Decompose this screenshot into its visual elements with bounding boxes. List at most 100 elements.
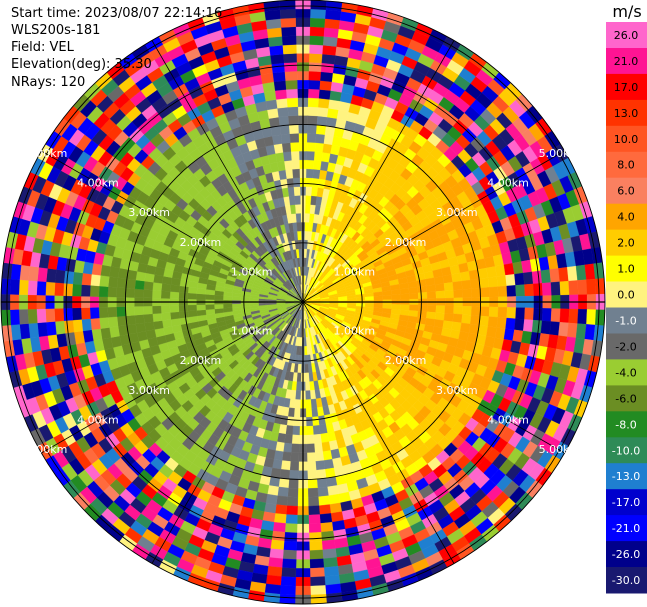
- velocity-gate: [54, 282, 65, 296]
- velocity-gate: [323, 27, 340, 38]
- velocity-gate: [559, 280, 570, 296]
- velocity-gate: [321, 441, 331, 452]
- velocity-gate: [293, 408, 301, 418]
- range-ring-label: 3.00km: [436, 206, 478, 219]
- velocity-gate: [284, 62, 298, 72]
- velocity-gate: [308, 88, 320, 99]
- velocity-gate: [297, 230, 302, 241]
- velocity-gate: [540, 269, 552, 284]
- velocity-gate: [558, 322, 569, 337]
- velocity-gate: [325, 9, 342, 21]
- velocity-gate: [308, 514, 321, 525]
- velocity-gate: [531, 319, 543, 334]
- velocity-gate: [595, 278, 606, 295]
- velocity-gate: [309, 540, 323, 551]
- velocity-gate: [567, 265, 578, 282]
- velocity-gate: [318, 504, 331, 515]
- velocity-gate: [10, 324, 22, 341]
- velocity-gate: [205, 308, 216, 315]
- velocity-gate: [452, 313, 463, 324]
- velocity-gate: [196, 304, 206, 311]
- velocity-gate: [269, 548, 284, 559]
- velocity-gate: [373, 295, 384, 301]
- velocity-gate: [317, 107, 329, 118]
- velocity-gate: [296, 221, 302, 232]
- colorbar-tick-label: -17.0: [612, 496, 640, 509]
- velocity-gate: [323, 566, 340, 577]
- velocity-gate: [488, 306, 499, 318]
- velocity-gate: [316, 477, 328, 489]
- velocity-gate: [283, 53, 297, 64]
- velocity-gate: [45, 308, 56, 323]
- velocity-gate: [286, 496, 299, 507]
- velocity-gate: [135, 322, 146, 333]
- velocity-gate: [291, 434, 300, 445]
- velocity-gate: [240, 303, 251, 308]
- velocity-gate: [307, 496, 320, 507]
- velocity-gate: [310, 576, 326, 587]
- velocity-gate: [514, 272, 525, 286]
- colorbar-tick-label: -30.0: [612, 574, 640, 587]
- velocity-gate: [308, 532, 322, 542]
- velocity-gate: [306, 425, 314, 436]
- velocity-gate: [315, 460, 326, 471]
- velocity-gate: [276, 160, 286, 172]
- velocity-gate: [287, 186, 295, 197]
- velocity-gate: [309, 35, 325, 46]
- velocity-gate: [314, 451, 325, 462]
- velocity-gate: [289, 461, 299, 471]
- velocity-gate: [399, 287, 410, 295]
- velocity-gate: [161, 319, 173, 329]
- velocity-gate: [318, 495, 330, 506]
- velocity-gate: [304, 346, 308, 356]
- velocity-gate: [310, 594, 327, 605]
- velocity-gate: [272, 134, 283, 145]
- velocity-gate: [391, 304, 401, 310]
- velocity-gate: [306, 434, 315, 445]
- velocity-gate: [305, 204, 311, 214]
- velocity-gate: [196, 309, 207, 317]
- velocity-gate: [323, 36, 338, 47]
- velocity-gate: [37, 267, 48, 282]
- range-ring-label: 1.00km: [334, 325, 376, 338]
- velocity-gate: [470, 278, 481, 289]
- velocity-gate: [54, 320, 66, 335]
- velocity-gate: [134, 314, 145, 325]
- velocity-gate: [550, 281, 561, 296]
- velocity-gate: [0, 309, 11, 326]
- velocity-gate: [268, 557, 283, 568]
- velocity-gate: [125, 278, 136, 289]
- velocity-gate: [270, 53, 285, 65]
- velocity-gate: [325, 583, 342, 595]
- velocity-gate: [71, 283, 82, 297]
- nrays-label: NRays: 120: [11, 75, 86, 90]
- range-ring-label: 4.00km: [487, 413, 529, 426]
- velocity-gate: [271, 530, 286, 542]
- velocity-gate: [400, 293, 410, 300]
- velocity-gate: [187, 310, 198, 318]
- velocity-gate: [584, 324, 596, 341]
- velocity-gate: [143, 280, 154, 291]
- colorbar-tick-label: -13.0: [612, 470, 640, 483]
- velocity-gate: [283, 442, 292, 453]
- velocity-gate: [305, 195, 312, 205]
- velocity-gate: [308, 79, 321, 90]
- velocity-gate: [272, 522, 286, 533]
- velocity-gate: [305, 399, 312, 409]
- velocity-gate: [108, 276, 119, 288]
- velocity-gate: [316, 115, 328, 127]
- velocity-gate: [293, 177, 301, 188]
- velocity-gate: [549, 268, 560, 283]
- velocity-gate: [453, 289, 463, 299]
- velocity-gate: [178, 292, 189, 300]
- velocity-gate: [292, 425, 300, 436]
- velocity-gate: [327, 485, 339, 496]
- velocity-gate: [523, 271, 534, 285]
- velocity-gate: [160, 290, 171, 299]
- velocity-gate: [462, 306, 472, 316]
- velocity-gate: [280, 576, 296, 587]
- velocity-gate: [313, 160, 322, 171]
- velocity-gate: [400, 304, 410, 311]
- velocity-gate: [308, 505, 320, 516]
- velocity-gate: [63, 319, 75, 334]
